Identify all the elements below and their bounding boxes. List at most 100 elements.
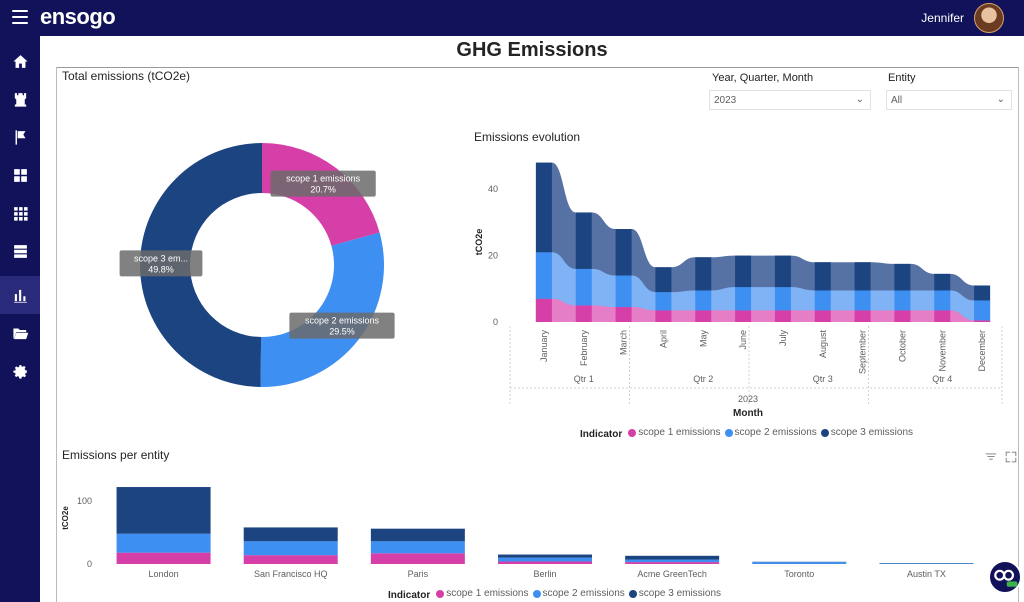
entity-bar bbox=[879, 563, 974, 564]
server-icon bbox=[13, 244, 27, 258]
dashboard-icon bbox=[13, 168, 27, 182]
evolution-bar bbox=[814, 290, 831, 311]
legend-label: scope 1 emissions bbox=[446, 588, 529, 599]
y-tick-label: 100 bbox=[77, 496, 92, 506]
legend-item[interactable]: scope 2 emissions bbox=[724, 427, 817, 438]
entity-filter-label: Entity bbox=[888, 72, 916, 84]
legend-dot bbox=[628, 589, 637, 598]
legend-item[interactable]: scope 3 emissions bbox=[820, 427, 913, 438]
legend-item[interactable]: scope 3 emissions bbox=[628, 588, 722, 599]
x-tick-label: London bbox=[149, 569, 179, 579]
legend-item[interactable]: scope 1 emissions bbox=[628, 427, 721, 438]
page-title: GHG Emissions bbox=[456, 39, 608, 61]
evolution-bar bbox=[535, 252, 552, 299]
evolution-title: Emissions evolution bbox=[474, 130, 581, 144]
legend-label: scope 2 emissions bbox=[734, 427, 817, 438]
entity-filter-dropdown[interactable]: All ⌄ bbox=[886, 90, 1012, 110]
sidebar-item-flag[interactable] bbox=[0, 118, 40, 156]
x-tick-label: September bbox=[858, 330, 868, 374]
sidebar-item-settings[interactable] bbox=[0, 352, 40, 390]
donut-label-box bbox=[119, 250, 203, 277]
entity-chart-title: Emissions per entity bbox=[62, 448, 170, 462]
legend-title: Indicator bbox=[580, 428, 623, 440]
evolution-ribbon bbox=[535, 298, 991, 322]
legend-item[interactable]: scope 2 emissions bbox=[532, 588, 625, 599]
x-tick-label: June bbox=[738, 330, 748, 350]
y-tick-label: 0 bbox=[87, 559, 92, 569]
x-tick-label: July bbox=[778, 330, 788, 347]
donut-value-label: 49.8% bbox=[148, 264, 174, 274]
evolution-bar bbox=[735, 287, 752, 311]
x-tick-label: December bbox=[977, 330, 987, 372]
x-tick-label: November bbox=[937, 330, 947, 372]
evolution-bar bbox=[854, 290, 871, 311]
expand-icon[interactable] bbox=[1004, 450, 1018, 464]
entity-bar bbox=[370, 541, 465, 554]
entity-bar bbox=[116, 487, 211, 534]
quarter-label: Qtr 3 bbox=[813, 374, 833, 384]
legend-label: scope 1 emissions bbox=[638, 427, 721, 438]
entity-bar bbox=[116, 533, 211, 553]
sidebar-item-castle[interactable] bbox=[0, 80, 40, 118]
period-filter-dropdown[interactable]: 2023 ⌄ bbox=[709, 90, 871, 110]
castle-icon bbox=[14, 92, 26, 107]
report-frame-right bbox=[1018, 67, 1019, 602]
sidebar bbox=[0, 36, 40, 602]
chevron-down-icon: ⌄ bbox=[996, 94, 1005, 105]
entity-bar bbox=[498, 561, 592, 564]
evolution-ribbon bbox=[535, 162, 991, 322]
entity-bar bbox=[116, 552, 211, 564]
sidebar-item-dashboard[interactable] bbox=[0, 156, 40, 194]
donut-label: scope 2 emissions bbox=[305, 316, 380, 326]
legend-item[interactable]: scope 1 emissions bbox=[436, 588, 529, 599]
donut-value-label: 20.7% bbox=[310, 185, 336, 195]
donut-slice bbox=[260, 232, 384, 387]
entity-bar bbox=[243, 527, 338, 542]
sidebar-item-server[interactable] bbox=[0, 232, 40, 270]
app-logo[interactable]: ensogo bbox=[40, 4, 116, 29]
year-label: 2023 bbox=[738, 394, 758, 404]
legend-label: scope 3 emissions bbox=[638, 588, 722, 599]
evolution-bar bbox=[575, 305, 592, 322]
evolution-bar bbox=[695, 310, 712, 322]
legend-dot bbox=[532, 589, 541, 598]
chevron-down-icon: ⌄ bbox=[855, 94, 864, 105]
assistant-icon bbox=[994, 569, 1018, 587]
evolution-bar bbox=[695, 290, 712, 311]
evolution-chart: 0 20 40 tCO2e January February March April May Ju… bbox=[474, 162, 1003, 419]
evolution-bar bbox=[655, 310, 672, 322]
x-tick-label: March bbox=[619, 330, 629, 355]
avatar[interactable] bbox=[974, 3, 1004, 33]
sidebar-item-apps[interactable] bbox=[0, 194, 40, 232]
assistant-button[interactable] bbox=[988, 560, 1022, 594]
sidebar-item-home[interactable] bbox=[0, 42, 40, 80]
folder-open-icon bbox=[12, 328, 28, 339]
x-tick-label: Paris bbox=[408, 569, 429, 579]
evolution-bar bbox=[854, 262, 871, 291]
evolution-bar bbox=[615, 229, 632, 276]
entity-bar bbox=[625, 555, 720, 560]
filter-icon[interactable] bbox=[984, 450, 998, 464]
evolution-bar bbox=[774, 287, 791, 311]
donut-label-box bbox=[270, 170, 376, 197]
x-tick-label: Toronto bbox=[784, 569, 814, 579]
donut-title: Total emissions (tCO2e) bbox=[62, 69, 191, 83]
x-tick-label: Acme GreenTech bbox=[637, 569, 707, 579]
sidebar-item-files[interactable] bbox=[0, 314, 40, 352]
y-tick-label: 0 bbox=[493, 317, 498, 327]
y-tick-label: 20 bbox=[488, 251, 498, 261]
top-bar: ensogo Jennifer bbox=[0, 0, 1024, 36]
evolution-bar bbox=[735, 255, 752, 288]
flag-icon bbox=[15, 129, 25, 145]
menu-icon[interactable] bbox=[12, 10, 28, 24]
legend-dot bbox=[628, 428, 637, 437]
y-tick-label: 40 bbox=[488, 184, 498, 194]
report-frame-left bbox=[56, 67, 57, 602]
sidebar-item-reports[interactable] bbox=[0, 276, 40, 314]
evolution-ribbon bbox=[535, 252, 991, 322]
user-name[interactable]: Jennifer bbox=[921, 11, 964, 25]
donut-value-label: 29.5% bbox=[329, 327, 355, 337]
donut-label-box bbox=[289, 312, 395, 339]
evolution-bar bbox=[774, 310, 791, 322]
